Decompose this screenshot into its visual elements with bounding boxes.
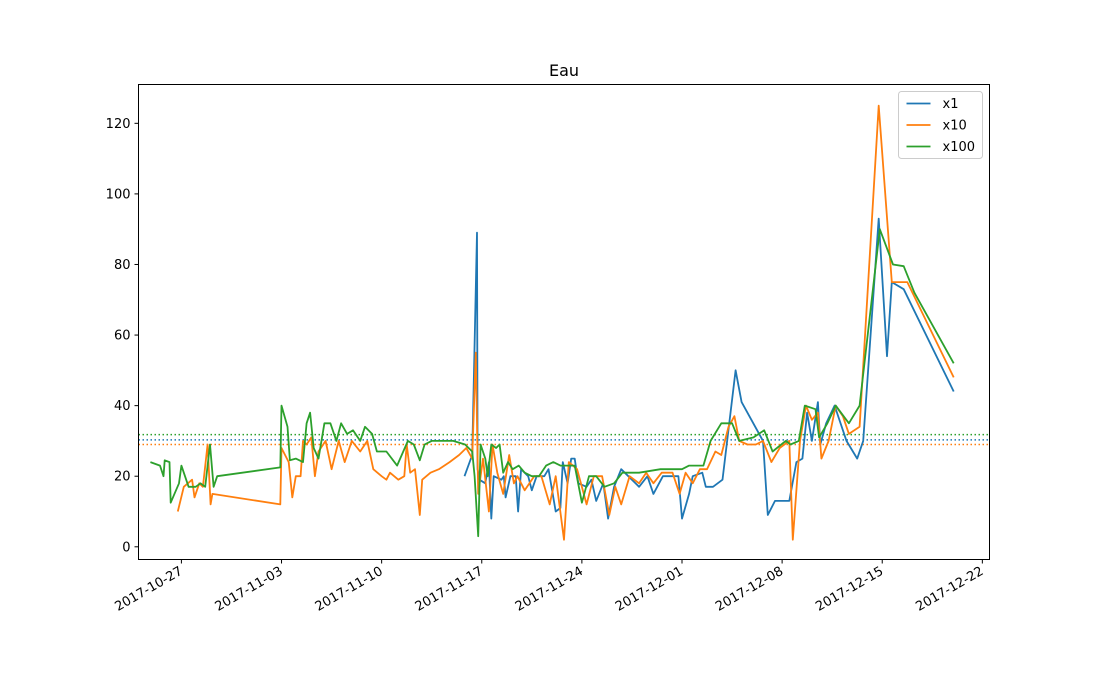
legend-box xyxy=(898,91,983,159)
legend-label-x1: x1 xyxy=(943,97,959,112)
series-line-x100 xyxy=(150,228,955,538)
legend-label-x100: x100 xyxy=(943,140,976,155)
y-tick-label: 60 xyxy=(114,329,131,344)
legend-label-x10: x10 xyxy=(943,119,967,134)
y-tick-label: 40 xyxy=(114,399,131,414)
chart-title: Eau xyxy=(549,61,579,80)
series-line-x10 xyxy=(176,104,955,541)
plot-frame xyxy=(138,84,990,560)
y-tick-label: 20 xyxy=(114,470,131,485)
y-tick-label: 80 xyxy=(114,258,131,273)
series-line-x1 xyxy=(463,217,955,520)
y-tick-label: 100 xyxy=(106,187,131,202)
legend: x1 x10 x100 xyxy=(898,91,983,159)
y-tick-label: 0 xyxy=(122,540,130,555)
y-axis-ticks: 0 20 40 60 80 100 120 xyxy=(106,117,139,555)
series-lines xyxy=(150,104,955,541)
y-tick-label: 120 xyxy=(106,117,131,132)
